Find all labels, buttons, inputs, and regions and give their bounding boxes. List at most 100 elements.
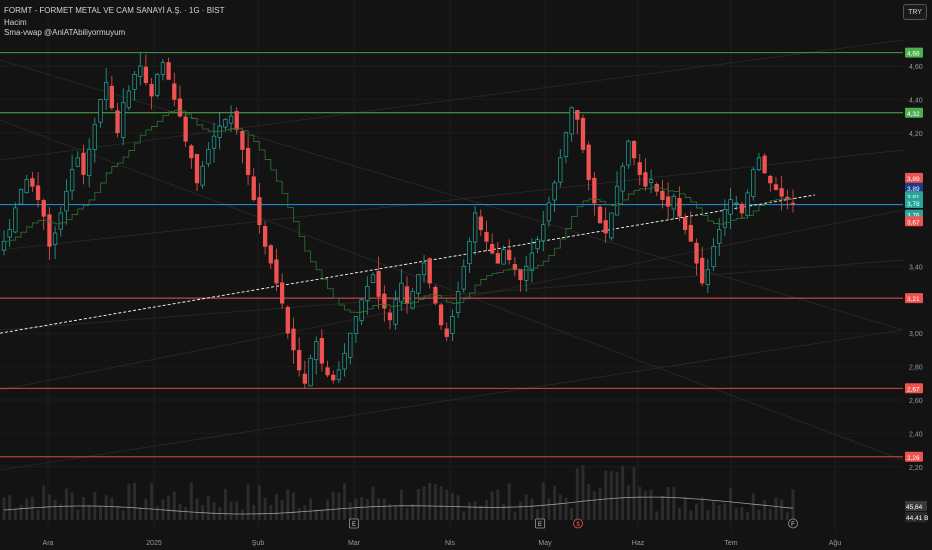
candle-body bbox=[438, 304, 444, 326]
volume-bar bbox=[632, 467, 636, 520]
candle-body bbox=[597, 206, 603, 224]
candle-body bbox=[172, 83, 177, 100]
volume-bar bbox=[127, 483, 131, 520]
volume-bar bbox=[530, 498, 534, 520]
volume-bar bbox=[587, 484, 591, 520]
candle-body bbox=[331, 374, 336, 381]
price-tag bbox=[905, 197, 923, 208]
price-tag bbox=[905, 172, 923, 183]
volume-bar bbox=[167, 495, 171, 520]
candle-body bbox=[268, 245, 273, 264]
candle-body bbox=[790, 202, 796, 205]
candle-body bbox=[552, 182, 557, 201]
candle-body bbox=[189, 145, 194, 159]
price-tags: 4,684,323,212,672,263,893,893,813,783,76… bbox=[905, 47, 928, 522]
volume-bar bbox=[507, 483, 511, 520]
currency-button[interactable]: TRY bbox=[903, 4, 927, 20]
volume-bar bbox=[337, 492, 341, 520]
candle-body bbox=[183, 116, 188, 142]
level-tag bbox=[905, 293, 923, 304]
candle-body bbox=[104, 82, 109, 101]
volume-indicator-label[interactable]: Hacim bbox=[4, 18, 27, 27]
volume-bar bbox=[2, 497, 6, 520]
level-tag-label: 4,68 bbox=[907, 51, 920, 58]
volume-bar bbox=[25, 498, 29, 520]
volume-bar bbox=[655, 511, 659, 520]
candle-body bbox=[98, 99, 103, 123]
volume-bar bbox=[626, 485, 630, 520]
x-tick-label: 2025 bbox=[146, 540, 162, 547]
volume-bar bbox=[729, 488, 733, 520]
volume-bar bbox=[303, 505, 307, 520]
x-tick-label: May bbox=[538, 540, 552, 547]
candle-body bbox=[314, 341, 319, 361]
volume-ma-line bbox=[3, 496, 794, 515]
y-tick-label: 2,60 bbox=[909, 398, 923, 405]
candle-body bbox=[376, 270, 381, 297]
candle-body bbox=[546, 202, 552, 222]
candle-body bbox=[47, 214, 52, 247]
candle-body bbox=[558, 157, 563, 183]
candle-body bbox=[223, 119, 228, 128]
candle-body bbox=[688, 225, 693, 242]
trendline bbox=[0, 194, 816, 334]
volume-bar bbox=[422, 486, 426, 520]
volume-bar bbox=[286, 489, 290, 520]
candle-body bbox=[478, 216, 483, 231]
event-marker bbox=[535, 518, 545, 529]
volume-bar bbox=[683, 497, 687, 520]
volume-pane bbox=[2, 465, 795, 520]
candle-body bbox=[121, 102, 126, 138]
volume-bar bbox=[269, 504, 273, 520]
y-tick-label: 3,00 bbox=[909, 331, 923, 338]
candle-body bbox=[569, 107, 574, 135]
candle-body bbox=[665, 196, 671, 207]
volume-bar bbox=[42, 485, 46, 520]
candle-body bbox=[143, 66, 149, 84]
candle-body bbox=[643, 172, 648, 187]
volume-bar bbox=[263, 497, 267, 520]
volume-bar bbox=[138, 508, 142, 520]
volume-bar bbox=[343, 483, 347, 520]
volume-bar bbox=[734, 507, 738, 520]
volume-bar bbox=[411, 503, 415, 520]
volume-bar bbox=[399, 489, 403, 520]
volume-bar bbox=[700, 497, 704, 520]
candle-body bbox=[274, 259, 279, 284]
volume-bar bbox=[479, 505, 483, 520]
volume-bar bbox=[144, 498, 148, 520]
candle-body bbox=[734, 202, 739, 205]
candle-body bbox=[13, 207, 18, 233]
y-tick-label: 2,20 bbox=[909, 465, 923, 472]
candle-body bbox=[785, 196, 790, 200]
candle-body bbox=[149, 83, 154, 97]
volume-bar bbox=[382, 498, 386, 520]
volume-bar bbox=[235, 501, 239, 520]
volume-bar bbox=[439, 486, 443, 520]
volume-bar bbox=[638, 486, 642, 520]
candle-body bbox=[421, 262, 427, 276]
candle-body bbox=[30, 178, 35, 187]
fan-line bbox=[0, 329, 904, 471]
candle-body bbox=[705, 269, 711, 286]
volume-tag-label: 44,41 B bbox=[906, 515, 928, 522]
candle-body bbox=[495, 253, 500, 264]
volume-bar bbox=[280, 499, 284, 520]
candle-body bbox=[325, 367, 330, 376]
volume-bar bbox=[575, 468, 579, 520]
candle-body bbox=[126, 90, 132, 108]
volume-bar bbox=[110, 497, 114, 520]
level-tag-label: 3,21 bbox=[907, 296, 920, 303]
vwap-indicator-label[interactable]: Sma-vwap @AnlATAbiliyormuyum bbox=[4, 28, 126, 37]
volume-bar bbox=[150, 483, 154, 520]
volume-bar bbox=[116, 506, 120, 520]
volume-bar bbox=[121, 510, 125, 520]
volume-bar bbox=[723, 503, 727, 520]
candle-body bbox=[393, 299, 398, 325]
fan-line bbox=[0, 149, 904, 251]
price-tag-label: 3,76 bbox=[907, 213, 920, 220]
candle-body bbox=[512, 264, 518, 271]
volume-bar bbox=[490, 491, 494, 520]
volume-bar bbox=[98, 507, 102, 520]
